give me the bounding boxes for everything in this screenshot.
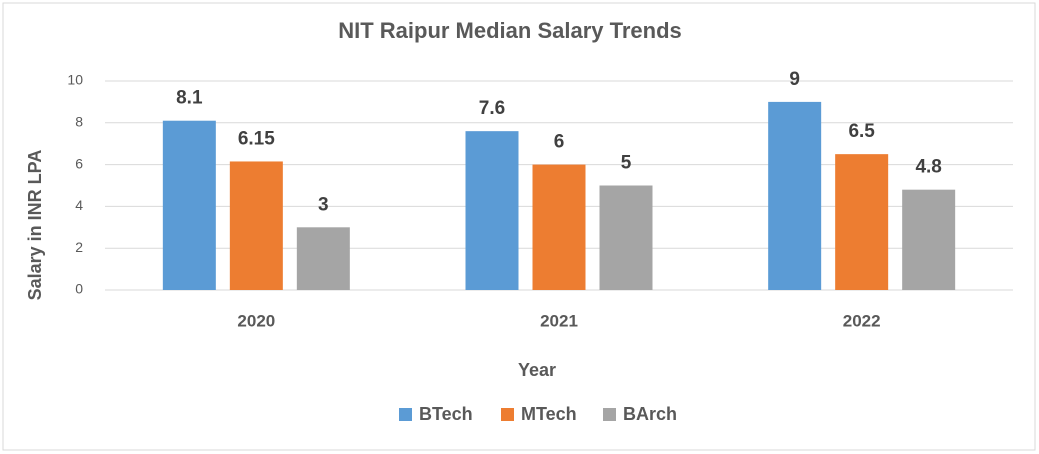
- bar: [229, 161, 283, 290]
- y-axis-label: Salary in INR LPA: [25, 150, 45, 301]
- y-tick-label: 4: [75, 197, 83, 213]
- legend-label: BArch: [623, 404, 677, 424]
- y-tick-label: 2: [75, 239, 83, 255]
- x-tick-label: 2022: [843, 311, 881, 330]
- x-tick-label: 2021: [540, 311, 578, 330]
- data-label: 5: [621, 153, 632, 174]
- bar: [768, 101, 822, 291]
- y-tick-label: 6: [75, 155, 83, 171]
- data-label: 9: [789, 69, 800, 90]
- data-label: 4.8: [915, 157, 941, 178]
- bar: [162, 120, 216, 291]
- legend-swatch: [501, 408, 514, 421]
- y-tick-label: 0: [75, 281, 83, 297]
- data-label: 3: [318, 194, 329, 215]
- chart-title: NIT Raipur Median Salary Trends: [338, 18, 682, 43]
- bar: [465, 131, 519, 290]
- legend-swatch: [603, 408, 616, 421]
- data-label: 6.5: [848, 121, 875, 142]
- bar: [835, 154, 889, 290]
- bar: [532, 164, 586, 290]
- legend-swatch: [399, 408, 412, 421]
- y-tick-label: 10: [67, 72, 83, 88]
- data-label: 6.15: [238, 128, 275, 149]
- x-tick-label: 2020: [237, 311, 275, 330]
- data-label: 8.1: [176, 88, 203, 109]
- data-label: 6: [554, 132, 565, 153]
- x-axis-label: Year: [518, 360, 556, 380]
- bar: [599, 185, 653, 290]
- bar: [902, 189, 956, 290]
- legend-label: MTech: [521, 404, 577, 424]
- y-tick-label: 8: [75, 114, 83, 130]
- data-label: 7.6: [479, 98, 505, 119]
- bar: [296, 227, 350, 290]
- legend-label: BTech: [419, 404, 473, 424]
